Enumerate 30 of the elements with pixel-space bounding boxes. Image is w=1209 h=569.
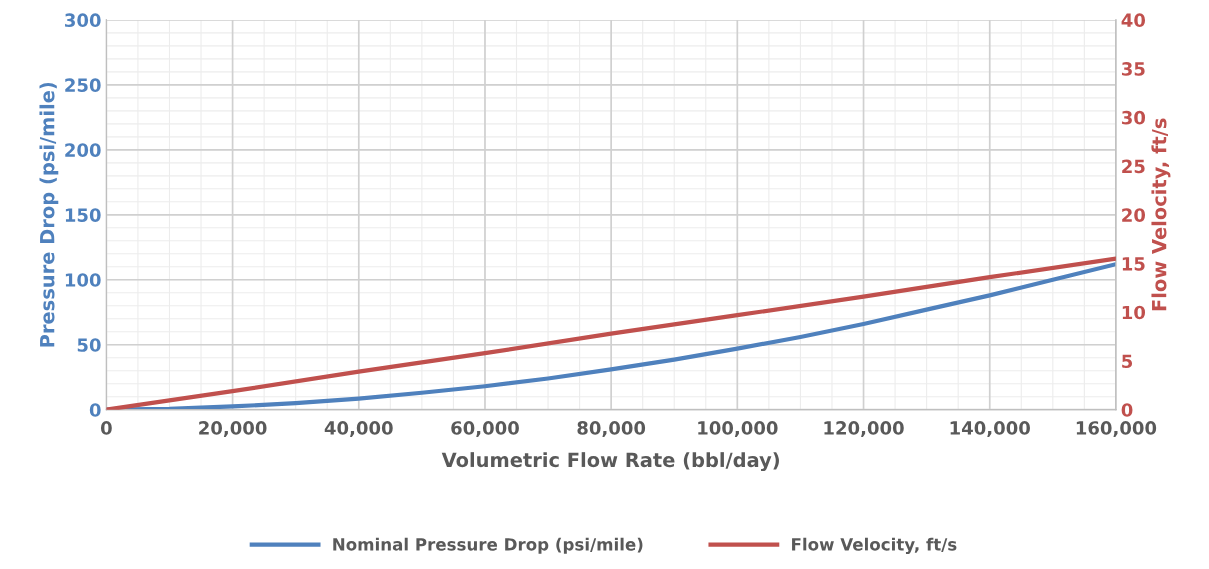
x-tick-label: 160,000 [1076,421,1157,438]
y2-tick-label: 5 [1122,354,1133,369]
y2-tick-label: 30 [1121,110,1146,125]
y-tick-label: 250 [65,78,101,92]
y2-tick-label: 25 [1122,159,1145,174]
x-tick-label: 120,000 [824,421,904,438]
y2-tick-label: 10 [1122,305,1146,320]
y-tick-label: 0 [89,403,101,417]
y-tick-label: 150 [65,208,101,222]
y2-tick-label: 20 [1122,208,1146,222]
y-tick-label: 200 [65,143,101,157]
x-tick-label: 100,000 [698,421,778,438]
x-tick-label: 140,000 [950,421,1030,438]
y-axis-title: Pressure Drop (psi/mile) [39,82,59,347]
y-tick-label: 50 [77,338,101,352]
y2-tick-label: 35 [1121,62,1145,76]
y2-tick-label: 40 [1121,13,1146,28]
x-tick-label: 0 [100,421,112,435]
y2-tick-label: 0 [1121,403,1133,417]
legend-label: Nominal Pressure Drop (psi/mile) [333,537,643,554]
legend-label: Flow Velocity, ft/s [792,537,957,554]
x-tick-label: 20,000 [199,421,267,438]
y-tick-label: 100 [65,273,101,287]
x-tick-label: 60,000 [451,421,519,438]
y2-tick-label: 15 [1122,257,1145,271]
x-axis-title: Volumetric Flow Rate (bbl/day) [441,452,779,472]
x-tick-label: 80,000 [577,421,646,438]
x-tick-label: 40,000 [324,421,393,438]
y-tick-label: 300 [65,13,101,28]
y2-axis-title: Flow Velocity, ft/s [1151,118,1171,311]
